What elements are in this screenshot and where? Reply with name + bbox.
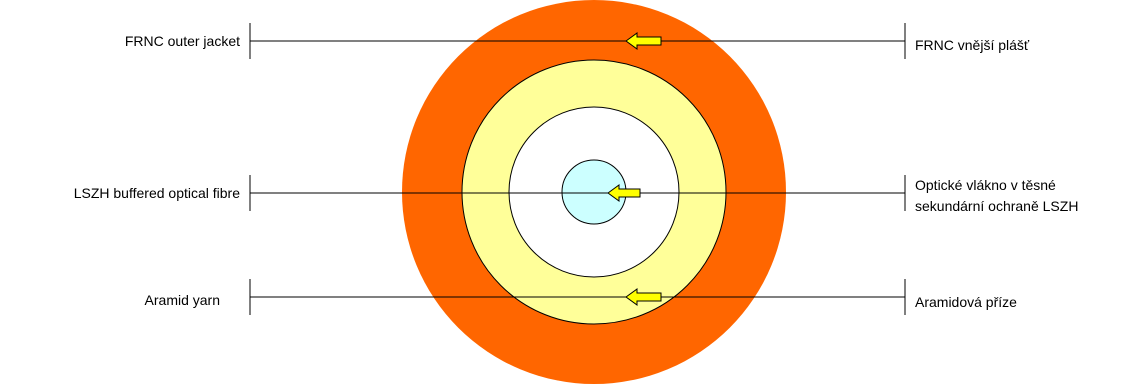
label-buffered-fibre-cz-line2: sekundární ochraně LSZH (915, 198, 1079, 214)
leader-line-aramid-yarn (249, 279, 906, 315)
arrow-outer-jacket-icon (625, 32, 662, 50)
label-buffered-fibre-cz-line1: Optické vlákno v těsné (915, 177, 1056, 193)
arrow-aramid-yarn-icon (625, 288, 662, 306)
label-aramid-yarn-en: Aramid yarn (144, 292, 220, 308)
leader-line-buffered-fibre (249, 175, 906, 211)
label-buffered-fibre-en: LSZH buffered optical fibre (73, 185, 240, 201)
label-outer-jacket-cz: FRNC vnější plášť (915, 37, 1030, 53)
label-aramid-yarn-cz: Aramidová příze (915, 294, 1017, 310)
arrow-buffered-fibre-icon (607, 184, 641, 202)
label-outer-jacket-en: FRNC outer jacket (124, 33, 240, 49)
leader-line-outer-jacket (249, 23, 906, 59)
